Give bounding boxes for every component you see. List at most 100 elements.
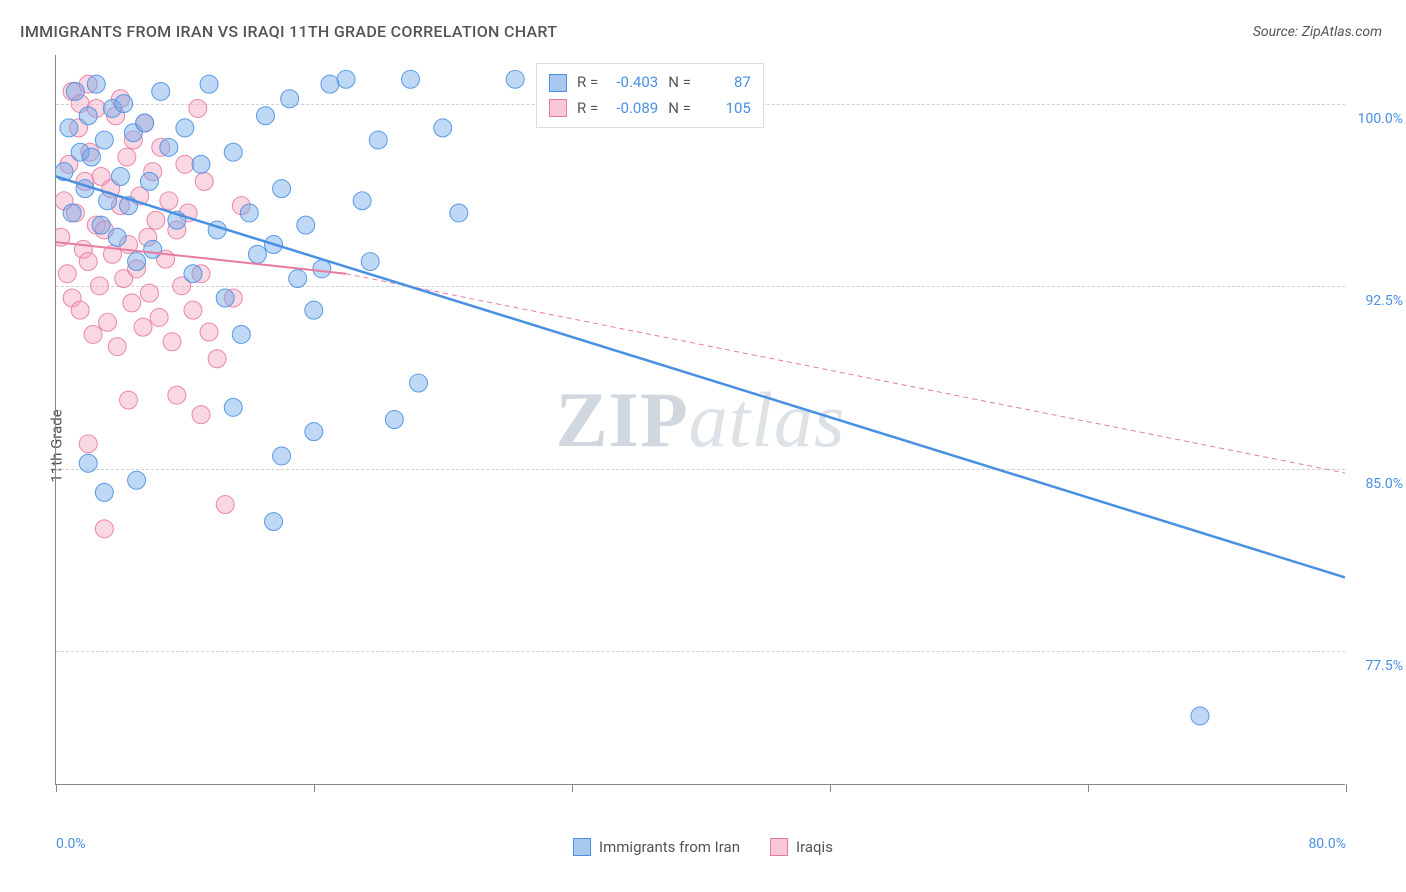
data-point bbox=[248, 245, 266, 263]
data-point bbox=[281, 90, 299, 108]
correlation-legend: R = -0.403 N = 87 R = -0.089 N = 105 bbox=[536, 63, 764, 128]
data-point bbox=[152, 82, 170, 100]
data-point bbox=[265, 236, 283, 254]
data-point bbox=[144, 163, 162, 181]
data-point bbox=[410, 374, 428, 392]
data-point bbox=[120, 391, 138, 409]
watermark: ZIPatlas bbox=[556, 375, 846, 465]
data-point bbox=[140, 172, 158, 190]
plot-area: 77.5%85.0%92.5%100.0% 0.0%80.0% ZIPatlas… bbox=[55, 55, 1345, 785]
data-point bbox=[95, 131, 113, 149]
n-label: N = bbox=[668, 70, 691, 96]
data-point bbox=[506, 70, 524, 88]
x-tick bbox=[830, 784, 831, 792]
data-point bbox=[131, 187, 149, 205]
data-point bbox=[450, 204, 468, 222]
data-point bbox=[120, 197, 138, 215]
data-point bbox=[192, 406, 210, 424]
data-point bbox=[321, 75, 339, 93]
data-point bbox=[176, 155, 194, 173]
data-point bbox=[147, 211, 165, 229]
data-point bbox=[66, 204, 84, 222]
regression-line bbox=[56, 242, 346, 274]
data-point bbox=[273, 447, 291, 465]
data-point bbox=[111, 197, 129, 215]
data-point bbox=[208, 350, 226, 368]
data-point bbox=[76, 180, 94, 198]
data-point bbox=[240, 204, 258, 222]
r-label: R = bbox=[577, 96, 598, 122]
data-point bbox=[87, 216, 105, 234]
data-point bbox=[273, 180, 291, 198]
chart-svg bbox=[56, 55, 1345, 784]
data-point bbox=[289, 270, 307, 288]
data-point bbox=[313, 260, 331, 278]
data-point bbox=[92, 168, 110, 186]
data-point bbox=[56, 163, 73, 181]
regression-line bbox=[56, 177, 1345, 578]
data-point bbox=[168, 386, 186, 404]
data-point bbox=[92, 216, 110, 234]
legend-swatch-iraqis bbox=[549, 99, 567, 117]
data-point bbox=[123, 294, 141, 312]
data-point bbox=[200, 323, 218, 341]
data-point bbox=[124, 131, 142, 149]
data-point bbox=[60, 155, 78, 173]
data-point bbox=[103, 245, 121, 263]
data-point bbox=[168, 221, 186, 239]
legend-label-iran: Immigrants from Iran bbox=[599, 838, 740, 856]
data-point bbox=[128, 471, 146, 489]
data-point bbox=[144, 240, 162, 258]
data-point bbox=[401, 70, 419, 88]
data-point bbox=[184, 265, 202, 283]
n-value-iran: 87 bbox=[701, 70, 751, 96]
legend-label-iraqis: Iraqis bbox=[796, 838, 833, 856]
data-point bbox=[71, 143, 89, 161]
data-point bbox=[369, 131, 387, 149]
data-point bbox=[76, 172, 94, 190]
r-label: R = bbox=[577, 70, 598, 96]
data-point bbox=[157, 250, 175, 268]
data-point bbox=[120, 236, 138, 254]
data-point bbox=[99, 313, 117, 331]
data-point bbox=[385, 411, 403, 429]
data-point bbox=[139, 228, 157, 246]
data-point bbox=[232, 197, 250, 215]
data-point bbox=[63, 204, 81, 222]
data-point bbox=[74, 240, 92, 258]
legend-item-iraqis: Iraqis bbox=[770, 838, 833, 856]
data-point bbox=[95, 520, 113, 538]
data-point bbox=[95, 483, 113, 501]
legend-row-iran: R = -0.403 N = 87 bbox=[549, 70, 751, 96]
x-tick-label: 0.0% bbox=[56, 836, 86, 852]
data-point bbox=[87, 99, 105, 117]
x-tick bbox=[572, 784, 573, 792]
data-point bbox=[152, 138, 170, 156]
data-point bbox=[82, 148, 100, 166]
data-point bbox=[1191, 707, 1209, 725]
data-point bbox=[224, 289, 242, 307]
legend-swatch-iraqis-icon bbox=[770, 838, 788, 856]
x-tick bbox=[314, 784, 315, 792]
data-point bbox=[107, 107, 125, 125]
data-point bbox=[103, 99, 121, 117]
data-point bbox=[128, 253, 146, 271]
data-point bbox=[192, 155, 210, 173]
data-point bbox=[95, 221, 113, 239]
data-point bbox=[118, 148, 136, 166]
data-point bbox=[224, 143, 242, 161]
data-point bbox=[232, 325, 250, 343]
x-tick bbox=[56, 784, 57, 792]
x-tick bbox=[1346, 784, 1347, 792]
data-point bbox=[256, 107, 274, 125]
data-point bbox=[189, 99, 207, 117]
data-point bbox=[108, 228, 126, 246]
chart-title: IMMIGRANTS FROM IRAN VS IRAQI 11TH GRADE… bbox=[20, 22, 557, 41]
data-point bbox=[216, 496, 234, 514]
y-tick-label: 100.0% bbox=[1358, 111, 1403, 127]
data-point bbox=[66, 82, 84, 100]
x-tick-label: 80.0% bbox=[1308, 836, 1346, 852]
data-point bbox=[160, 192, 178, 210]
data-point bbox=[224, 398, 242, 416]
regression-line bbox=[346, 274, 1345, 473]
